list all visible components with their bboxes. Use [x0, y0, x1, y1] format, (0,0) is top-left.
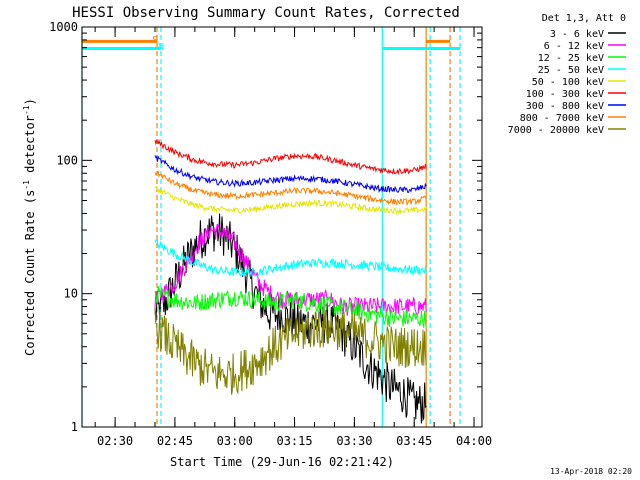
series-line-12-25-keV: [154, 285, 427, 328]
time-lines: [81, 27, 461, 427]
x-axis: 02:30 02:45 03:00 03:15 03:30 03:45 04:00: [94, 27, 492, 448]
legend-label: 100 - 300 keV: [526, 89, 604, 100]
plot-frame: [81, 26, 483, 428]
y-tick-label: 10: [64, 287, 78, 301]
x-tick-label: 03:15: [276, 434, 312, 448]
x-tick-label: 02:30: [97, 434, 133, 448]
marker-n-label: N: [158, 42, 164, 53]
legend-label: 3 - 6 keV: [550, 29, 604, 40]
y-tick-label: 100: [56, 153, 78, 167]
series-line-7000-20000-keV: [154, 307, 427, 395]
legend-label: 50 - 100 keV: [532, 77, 604, 88]
legend-label: 800 - 7000 keV: [520, 113, 604, 124]
legend-label: 25 - 50 keV: [538, 65, 604, 76]
legend-label: 6 - 12 keV: [544, 41, 604, 52]
time-bars: [82, 39, 461, 50]
legend-label: 7000 - 20000 keV: [508, 125, 604, 136]
x-tick-label: 03:45: [396, 434, 432, 448]
series-line-50-100-keV: [154, 185, 427, 216]
legend-title: Det 1,3, Att 0: [542, 13, 626, 24]
x-axis-label: Start Time (29-Jun-16 02:21:42): [170, 455, 394, 469]
y-axis-label: Corrected Count Rate (s-1 detector-1): [22, 98, 37, 356]
series-line-100-300-keV: [154, 138, 427, 176]
series-line-3-6-keV: [154, 213, 427, 424]
y-axis: 1 10 100 1000: [49, 20, 482, 434]
y-tick-label: 1: [71, 420, 78, 434]
series-line-25-50-keV: [154, 239, 427, 278]
y-tick-label: 1000: [49, 20, 78, 34]
x-tick-label: 04:00: [456, 434, 492, 448]
footer-date: 13-Apr-2018 02:20: [550, 467, 632, 476]
series-layer: [154, 138, 427, 424]
series-line-800-7000-keV: [154, 170, 427, 207]
chart-title: HESSI Observing Summary Count Rates, Cor…: [72, 5, 460, 21]
legend-label: 300 - 800 keV: [526, 101, 604, 112]
marker-s-label: S: [152, 35, 158, 46]
x-tick-label: 03:30: [336, 434, 372, 448]
series-line-300-800-keV: [154, 155, 427, 194]
x-tick-label: 03:00: [217, 434, 253, 448]
x-tick-label: 02:45: [157, 434, 193, 448]
legend-label: 12 - 25 keV: [538, 53, 604, 64]
